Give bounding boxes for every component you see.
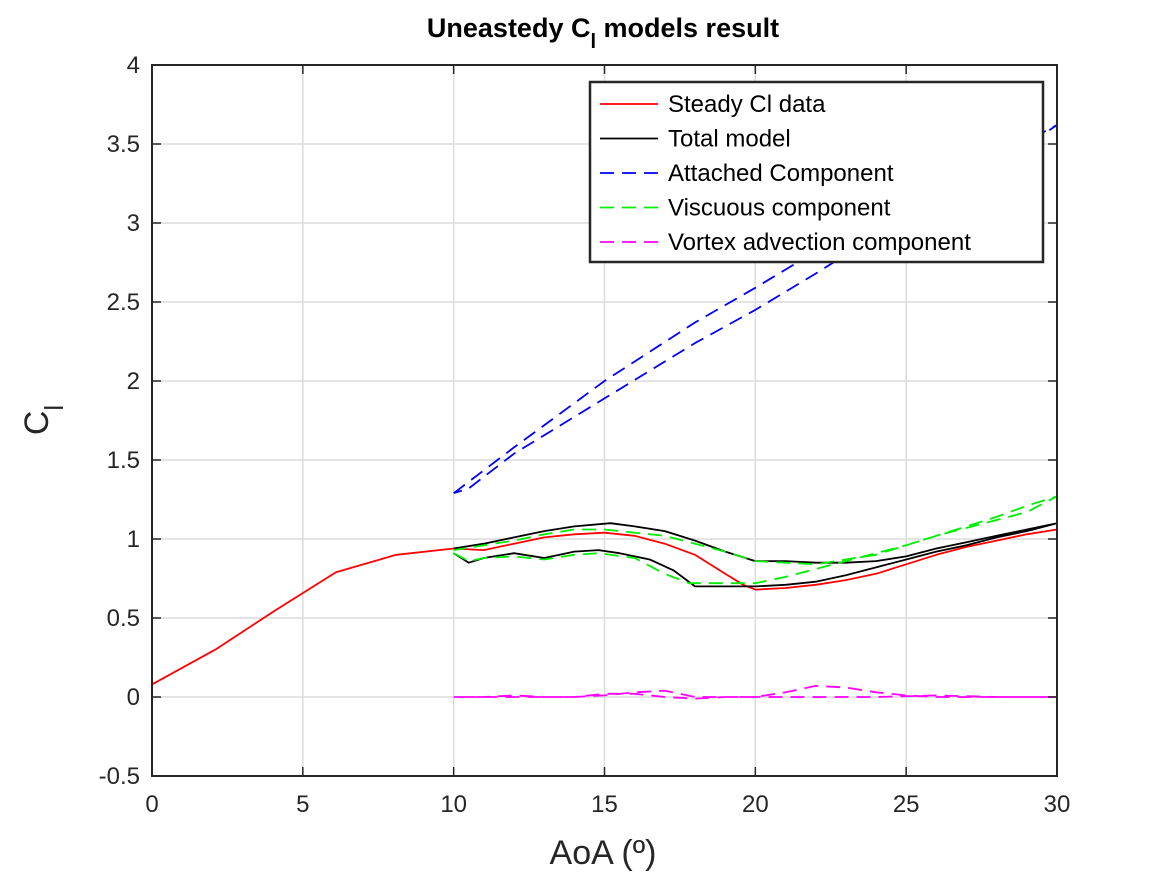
chart-title: Uneastedy Cl models result [427, 13, 779, 53]
series-line-1 [151, 528, 1058, 686]
y-tick-label: 4 [127, 52, 140, 79]
x-tick-labels: 0 5 10 15 20 25 30 [145, 791, 1070, 818]
y-axis-label: Cl [18, 405, 69, 435]
y-tick-label: 3.5 [107, 131, 140, 158]
legend-label: Vortex advection component [668, 229, 971, 256]
y-tick-label: 0.5 [107, 605, 140, 632]
x-tick-label: 5 [296, 791, 309, 818]
series-line-3 [453, 124, 1058, 495]
legend-label: Steady Cl data [668, 91, 826, 118]
y-tick-label: 1.5 [107, 447, 140, 474]
legend-label: Attached Component [668, 160, 894, 187]
x-axis-label: AoA (º) [550, 834, 657, 872]
series-line-5 [453, 685, 1058, 700]
series-layer [151, 124, 1058, 700]
x-tick-label: 25 [893, 791, 920, 818]
legend-label: Total model [668, 126, 791, 153]
y-tick-label: 2 [127, 368, 140, 395]
x-tick-label: 0 [145, 791, 158, 818]
y-tick-label: 2.5 [107, 289, 140, 316]
y-tick-label: 3 [127, 210, 140, 237]
x-tick-label: 10 [440, 791, 467, 818]
series-line-4 [453, 495, 1058, 585]
legend-label: Viscuous component [668, 195, 891, 222]
y-tick-label: -0.5 [99, 763, 140, 790]
x-tick-label: 30 [1044, 791, 1071, 818]
series-line-2 [453, 522, 1058, 588]
legend-box [588, 80, 1045, 264]
y-tick-labels: -0.5 0 0.5 1 1.5 2 2.5 3 3.5 4 [99, 52, 140, 790]
x-tick-label: 20 [742, 791, 769, 818]
x-tick-label: 15 [591, 791, 618, 818]
legend: Steady Cl data Total model Attached Compon… [588, 80, 1045, 264]
axes [151, 64, 1058, 777]
y-tick-label: 0 [127, 684, 140, 711]
y-tick-label: 1 [127, 526, 140, 553]
